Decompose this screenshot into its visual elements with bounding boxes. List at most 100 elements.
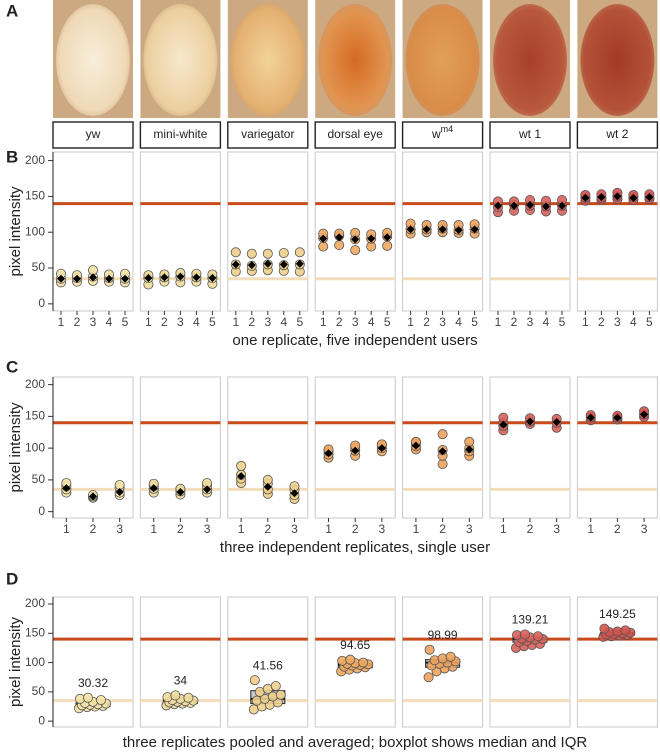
panel-letter: A xyxy=(6,1,18,20)
mean-marker xyxy=(73,274,81,283)
x-tick-label: 1 xyxy=(325,522,332,536)
mean-marker xyxy=(645,193,654,202)
data-point xyxy=(236,460,247,471)
x-tick-label: 1 xyxy=(582,315,589,329)
mean-marker xyxy=(115,487,124,496)
mean-marker xyxy=(89,492,97,501)
x-tick-label: 3 xyxy=(352,315,359,329)
x-tick-label: 2 xyxy=(74,315,81,329)
x-tick-label: 1 xyxy=(63,522,70,536)
eye-photo xyxy=(230,4,305,116)
facet-panel xyxy=(489,596,571,728)
mean-marker xyxy=(295,259,304,268)
x-tick-label: 2 xyxy=(352,522,359,536)
data-point xyxy=(294,247,305,258)
x-tick-label: 5 xyxy=(559,315,566,329)
mean-marker xyxy=(247,261,256,270)
mean-marker xyxy=(367,234,376,243)
x-tick-label: 4 xyxy=(280,315,287,329)
panel-letter: C xyxy=(6,357,18,376)
facet-panel xyxy=(227,151,309,312)
facet-panel xyxy=(489,376,571,519)
x-tick-label: 2 xyxy=(336,315,343,329)
x-tick-label: 2 xyxy=(264,522,271,536)
strip-box xyxy=(314,121,396,149)
mean-label: 34 xyxy=(174,674,188,688)
data-point xyxy=(445,651,456,662)
strip-label-text: mini-white xyxy=(153,127,207,141)
y-tick-label: 150 xyxy=(25,625,45,639)
data-point xyxy=(350,245,361,256)
y-axis-title: pixel intensity xyxy=(7,616,24,707)
x-tick-label: 4 xyxy=(368,315,375,329)
mean-marker xyxy=(499,420,508,429)
data-point xyxy=(170,690,181,701)
eye-photo xyxy=(405,4,480,116)
x-tick-label: 3 xyxy=(439,315,446,329)
data-point xyxy=(275,689,286,700)
data-point xyxy=(358,657,369,668)
mean-marker xyxy=(586,413,595,422)
mean-marker xyxy=(208,274,217,283)
x-tick-label: 3 xyxy=(553,522,560,536)
mean-marker xyxy=(438,225,447,234)
x-tick-label: 4 xyxy=(106,315,113,329)
mean-marker xyxy=(383,233,392,242)
mean-marker xyxy=(526,201,534,209)
x-tick-label: 1 xyxy=(150,522,157,536)
strip-label-text: yw xyxy=(86,127,101,141)
mean-marker xyxy=(57,274,65,283)
mean-marker xyxy=(351,235,360,244)
y-tick-label: 100 xyxy=(25,655,45,669)
strip-label-text: dorsal eye xyxy=(328,127,384,141)
x-axis-title: three replicates pooled and averaged; bo… xyxy=(123,734,588,751)
y-tick-label: 150 xyxy=(25,409,45,423)
strip-label-sup: m4 xyxy=(441,124,454,134)
x-tick-label: 2 xyxy=(248,315,255,329)
data-point xyxy=(533,631,544,642)
mean-marker xyxy=(526,417,534,426)
data-point xyxy=(262,248,273,259)
mean-marker xyxy=(176,487,185,496)
y-tick-label: 50 xyxy=(32,472,46,486)
data-point xyxy=(246,248,257,259)
mean-marker xyxy=(597,193,606,202)
data-point xyxy=(270,681,281,692)
panel-letter: D xyxy=(6,569,18,588)
x-tick-label: 5 xyxy=(122,315,129,329)
mean-marker xyxy=(324,449,333,458)
x-tick-label: 1 xyxy=(232,315,239,329)
x-tick-label: 5 xyxy=(384,315,391,329)
y-tick-label: 150 xyxy=(25,189,45,203)
strip-label: wt 1 xyxy=(518,127,541,141)
mean-marker xyxy=(542,202,550,211)
mean-marker xyxy=(438,447,447,456)
data-point xyxy=(382,240,393,251)
strip-label-text: variegator xyxy=(241,127,294,141)
x-tick-label: 1 xyxy=(413,522,420,536)
eye-photo xyxy=(318,4,393,116)
mean-marker xyxy=(470,225,479,234)
y-tick-label: 50 xyxy=(32,684,46,698)
y-tick-label: 0 xyxy=(38,296,45,310)
strip-box xyxy=(489,121,571,149)
mean-marker xyxy=(406,225,415,234)
strip-label: wt 2 xyxy=(605,127,628,141)
data-point xyxy=(599,623,610,634)
data-point xyxy=(83,692,94,703)
strip-box xyxy=(576,121,659,149)
mean-label: 94.65 xyxy=(340,638,370,652)
x-tick-label: 2 xyxy=(598,315,605,329)
strip-box xyxy=(227,121,309,149)
mean-marker xyxy=(494,201,502,210)
mean-marker xyxy=(231,260,240,269)
data-point xyxy=(424,644,435,655)
strip-label: wm4 xyxy=(431,124,453,141)
mean-marker xyxy=(613,413,622,422)
mean-marker xyxy=(319,234,328,243)
mean-marker xyxy=(176,272,185,281)
data-point xyxy=(437,429,448,440)
strip-label-text: wt 2 xyxy=(605,127,628,141)
x-tick-label: 3 xyxy=(90,315,97,329)
data-point xyxy=(620,625,631,636)
